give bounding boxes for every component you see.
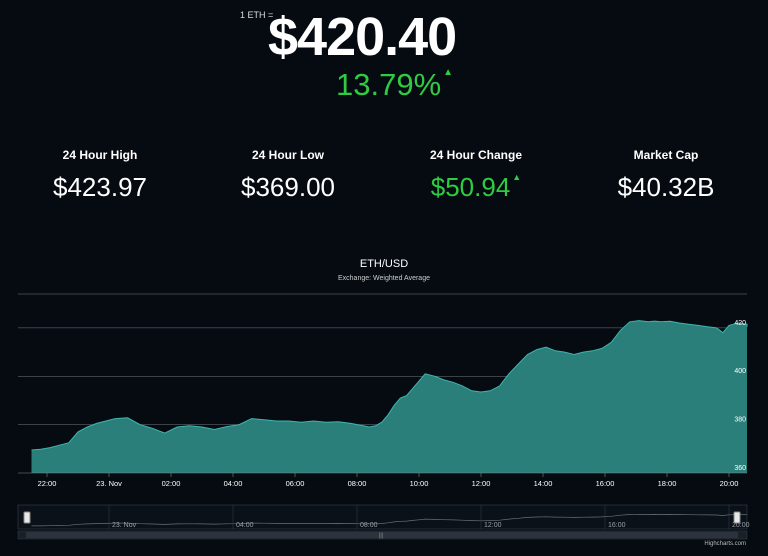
x-tick-label: 04:00 [224,479,243,488]
price-change-percent: 13.79% ▲ [336,67,453,103]
x-tick-label: 08:00 [348,479,367,488]
navigator-frame [17,504,748,530]
y-tick-label: 360 [734,465,746,472]
unit-label: 1 ETH = [240,10,274,20]
navigator-tick-label: 20:00 [732,522,750,529]
stat-value: $369.00 [241,172,335,202]
navigator-handle-right[interactable] [733,511,741,524]
x-tick-label: 23. Nov [96,479,122,488]
x-tick-label: 20:00 [720,479,739,488]
chart-title: ETH/USD [359,258,409,270]
y-axis: 360 380 400 420 [734,320,746,472]
scrollbar-thumb[interactable] [26,532,738,538]
stat-value: $423.97 [53,172,147,202]
y-tick-label: 400 [734,368,746,375]
stat-label: 24 Hour Change [429,148,522,162]
chart-subtitle: Exchange: Weighted Average [338,275,430,282]
x-tick-label: 10:00 [410,479,429,488]
x-tick-label: 12:00 [472,479,491,488]
ticker-header: 1 ETH = $420.40 13.79% ▲ [0,0,768,110]
stat-label: 24 Hour Low [251,148,324,162]
stat-value: $50.94 [430,172,511,202]
navigator-tick-label: 16:00 [608,522,626,529]
price-line [31,320,748,451]
scrollbar-grip-icon: ||| [379,533,384,539]
navigator-series [31,514,748,527]
y-tick-label: 380 [734,417,746,424]
stat-label: 24 Hour High [62,148,138,162]
stat-24h-high: 24 Hour High $423.97 [10,148,190,203]
x-tick-label: 06:00 [286,479,305,488]
x-tick-label: 14:00 [534,479,553,488]
x-tick-label: 16:00 [596,479,615,488]
x-tick-label: 02:00 [162,479,181,488]
stat-value: $40.32B [617,172,715,202]
price-change-percent-value: 13.79% [336,67,442,102]
x-tick-label: 18:00 [658,479,677,488]
y-tick-label: 420 [734,320,746,327]
x-tick-label: 22:00 [38,479,57,488]
navigator-tick-label: 12:00 [484,522,502,529]
current-price: $420.40 [268,7,457,67]
chart-credit[interactable]: Highcharts.com [704,541,746,547]
navigator-tick-label: 08:00 [360,522,378,529]
navigator-tick-label: 23. Nov [112,522,137,529]
stat-24h-low: 24 Hour Low $369.00 [198,148,378,203]
x-axis: 22:00 23. Nov 02:00 04:00 06:00 08:00 10:00 12:… [18,472,747,488]
stat-value-change: $50.94 ▲ [386,172,566,203]
navigator[interactable]: 23. Nov 04:00 08:00 12:00 16:00 20:00 ||| [17,504,750,540]
stat-24h-change: 24 Hour Change $50.94 ▲ [386,148,566,203]
up-arrow-icon: ▲ [443,67,454,78]
up-arrow-icon: ▲ [512,172,522,182]
navigator-handle-left[interactable] [23,511,31,524]
stat-label: Market Cap [633,148,699,162]
price-area [31,320,747,473]
navigator-tick-label: 04:00 [236,522,254,529]
stat-market-cap: Market Cap $40.32B [576,148,756,203]
